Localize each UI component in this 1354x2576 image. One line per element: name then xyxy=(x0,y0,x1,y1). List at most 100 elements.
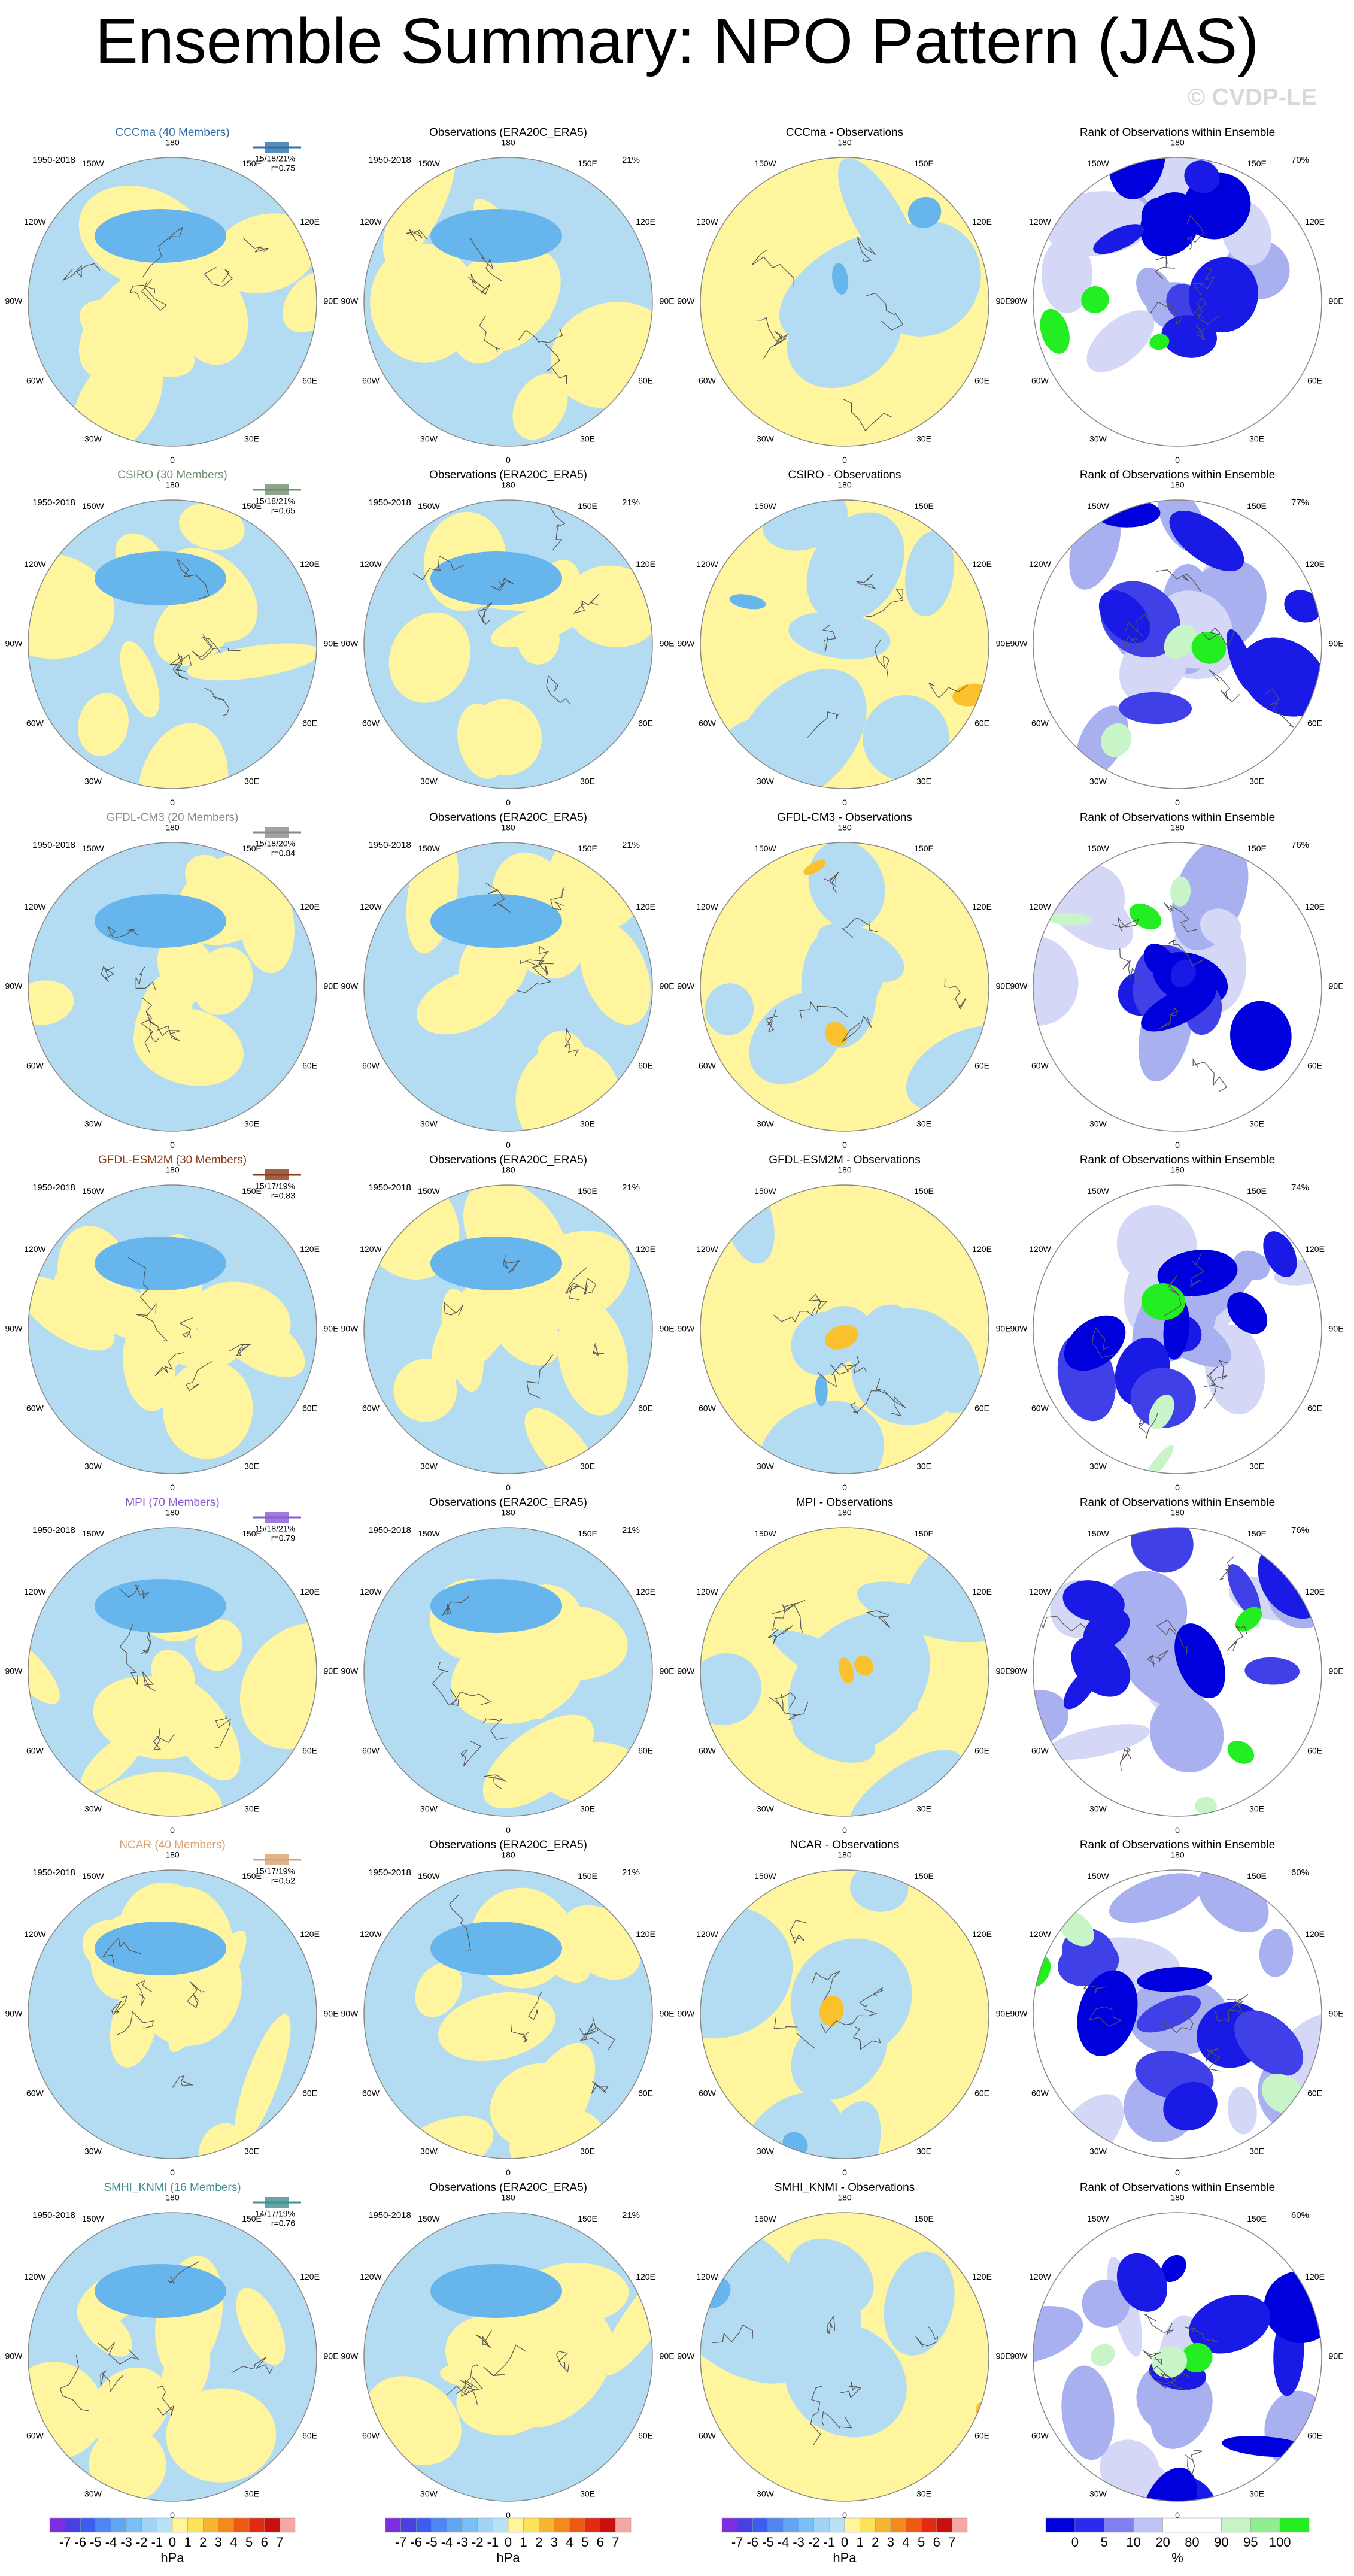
longitude-label: 120W xyxy=(360,1587,382,1596)
longitude-label: 120W xyxy=(24,1929,46,1939)
longitude-label: 120E xyxy=(972,217,992,226)
longitude-label: 150E xyxy=(578,501,597,511)
longitude-label: 90W xyxy=(1010,639,1028,648)
pattern-center xyxy=(95,2264,226,2318)
longitude-label: 30E xyxy=(244,1119,259,1128)
colorbar-label: 7 xyxy=(612,2535,619,2550)
longitude-label: 60W xyxy=(1031,718,1049,728)
longitude-label: 90E xyxy=(660,1324,675,1334)
difference-title: CCCma - Observations xyxy=(786,126,903,139)
longitude-label: 180 xyxy=(837,823,852,832)
pattern-region xyxy=(1169,510,1244,572)
colorbar-box xyxy=(783,2517,799,2533)
longitude-label: 30E xyxy=(1249,1461,1264,1471)
longitude-label: 0 xyxy=(1175,1140,1180,1150)
pattern-region xyxy=(1181,2342,1213,2373)
pattern-region xyxy=(1137,1967,1212,1992)
longitude-label: 150E xyxy=(914,2214,934,2223)
longitude-label: 120W xyxy=(24,217,46,226)
pattern-center xyxy=(95,894,226,948)
pattern-region xyxy=(415,1962,462,2017)
map-border xyxy=(1033,1184,1322,1474)
longitude-label: 120W xyxy=(1029,1244,1051,1254)
longitude-label: 150W xyxy=(418,2214,440,2223)
longitude-label: 180 xyxy=(1170,1165,1185,1175)
longitude-label: 30E xyxy=(244,2146,259,2156)
rank-percent: 70% xyxy=(1291,155,1309,165)
colorbar-label: 3 xyxy=(551,2535,558,2550)
pattern-region xyxy=(1227,1564,1261,1617)
difference-title: CSIRO - Observations xyxy=(788,469,901,481)
longitude-label: 90E xyxy=(1329,296,1344,306)
longitude-label: 90E xyxy=(996,2351,1011,2361)
longitude-label: 150W xyxy=(82,844,104,853)
period: 1950-2018 xyxy=(32,2210,75,2220)
colorbar-label: 6 xyxy=(261,2535,268,2550)
stats: 15/18/20% xyxy=(255,839,295,848)
map xyxy=(1033,1870,1322,2159)
stats-box xyxy=(265,827,289,838)
longitude-label: 30W xyxy=(420,1119,438,1128)
pattern-region xyxy=(1235,1607,1262,1632)
longitude-label: 90W xyxy=(1010,2351,1028,2361)
longitude-label: 90W xyxy=(341,2009,359,2019)
longitude-label: 30W xyxy=(1089,1461,1107,1471)
longitude-label: 180 xyxy=(501,1165,515,1175)
longitude-label: 180 xyxy=(165,1508,180,1517)
pattern-center xyxy=(430,2264,562,2318)
colorbar-label: 4 xyxy=(566,2535,573,2550)
longitude-label: 90E xyxy=(660,296,675,306)
pattern-region xyxy=(600,2260,652,2376)
map xyxy=(700,1528,989,1816)
map-border xyxy=(363,157,653,447)
coastline xyxy=(449,1894,615,2094)
longitude-label: 30W xyxy=(1089,1119,1107,1128)
colorbar-box xyxy=(203,2517,219,2533)
longitude-label: 0 xyxy=(842,798,847,807)
stats-box xyxy=(265,1854,289,1865)
longitude-label: 120E xyxy=(1305,559,1325,569)
pattern-region xyxy=(212,213,317,293)
period: 1950-2018 xyxy=(368,155,411,165)
longitude-label: 180 xyxy=(1170,1508,1185,1517)
longitude-label: 150W xyxy=(1087,844,1109,853)
pattern-region xyxy=(1149,1394,1174,1430)
colorbar-box xyxy=(111,2517,127,2533)
longitude-label: 120W xyxy=(360,1929,382,1939)
longitude-label: 150E xyxy=(1247,1529,1267,1538)
longitude-label: 30W xyxy=(420,1461,438,1471)
rank-percent: 76% xyxy=(1291,840,1309,850)
longitude-label: 150E xyxy=(578,1186,597,1196)
pattern-region xyxy=(28,552,115,659)
map-border xyxy=(28,842,317,1132)
model-title: MPI (70 Members) xyxy=(125,1496,219,1509)
observations-title: Observations (ERA20C_ERA5) xyxy=(429,2181,587,2194)
longitude-label: 150E xyxy=(578,1871,597,1881)
pattern-region xyxy=(1227,1292,1268,1334)
longitude-label: 60W xyxy=(362,2430,380,2440)
longitude-label: 150E xyxy=(914,1871,934,1881)
pattern-region xyxy=(1227,1741,1255,1764)
longitude-label: 30E xyxy=(916,1804,931,1813)
longitude-label: 120E xyxy=(636,1587,655,1596)
pattern-region xyxy=(784,2322,907,2438)
longitude-label: 120E xyxy=(972,902,992,911)
pattern-region xyxy=(788,2238,874,2316)
map-border xyxy=(363,842,653,1132)
pattern-region xyxy=(907,196,942,229)
longitude-label: 30W xyxy=(1089,2146,1107,2156)
longitude-label: 90E xyxy=(996,1324,1011,1334)
colorbar-box xyxy=(844,2517,860,2533)
colorbar-label: 2 xyxy=(199,2535,207,2550)
map-border xyxy=(700,499,989,789)
coastline xyxy=(1123,569,1294,728)
pattern-center xyxy=(430,1237,562,1290)
stats-box xyxy=(265,142,289,153)
pattern-region xyxy=(788,611,891,659)
colorbar-label: -7 xyxy=(59,2535,71,2550)
longitude-label: 0 xyxy=(842,1483,847,1492)
rank-title: Rank of Observations within Ensemble xyxy=(1080,1154,1275,1166)
longitude-label: 0 xyxy=(506,1825,511,1835)
longitude-label: 60W xyxy=(26,1403,44,1413)
longitude-label: 150E xyxy=(914,159,934,168)
